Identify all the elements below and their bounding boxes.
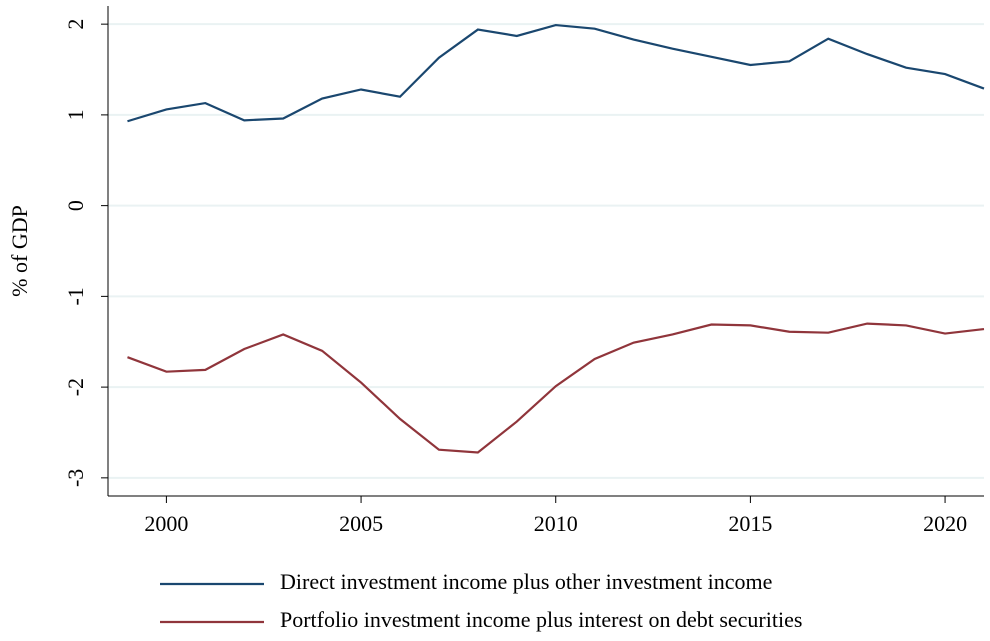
y-tick-label: -1 [63,287,88,305]
y-tick-label: 2 [63,19,88,30]
y-axis-label: % of GDP [7,205,32,297]
legend-label: Portfolio investment income plus interes… [280,607,802,632]
series-line [127,322,985,454]
x-tick-label: 2010 [534,511,578,536]
x-tick-label: 2020 [923,511,967,536]
x-tick-label: 2005 [339,511,383,536]
x-tick-label: 2000 [144,511,188,536]
x-tick-label: 2015 [728,511,772,536]
legend-label: Direct investment income plus other inve… [280,569,772,594]
series-line [127,23,985,123]
y-tick-label: -2 [63,378,88,396]
y-tick-label: 1 [63,109,88,120]
y-tick-label: 0 [63,200,88,211]
y-tick-label: -3 [63,469,88,487]
